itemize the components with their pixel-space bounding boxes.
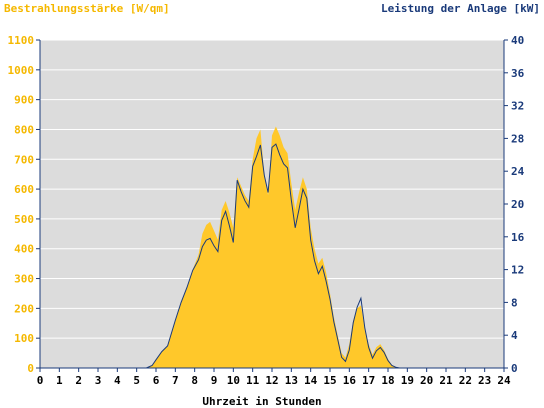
x-tick-label: 15 xyxy=(323,374,336,387)
left-tick-label: 500 xyxy=(14,213,34,226)
left-tick-label: 900 xyxy=(14,94,34,107)
x-tick-label: 2 xyxy=(75,374,82,387)
x-tick-label: 14 xyxy=(304,374,318,387)
left-tick-label: 1000 xyxy=(8,64,35,77)
right-tick-label: 16 xyxy=(511,231,525,244)
x-tick-label: 10 xyxy=(227,374,240,387)
x-tick-label: 21 xyxy=(439,374,453,387)
right-tick-label: 36 xyxy=(511,67,525,80)
right-tick-label: 28 xyxy=(511,132,524,145)
x-tick-label: 1 xyxy=(56,374,63,387)
left-tick-label: 700 xyxy=(14,153,34,166)
x-tick-label: 19 xyxy=(401,374,414,387)
right-tick-label: 8 xyxy=(511,296,518,309)
x-tick-label: 6 xyxy=(153,374,160,387)
x-tick-label: 17 xyxy=(362,374,375,387)
right-tick-label: 40 xyxy=(511,34,524,47)
axes xyxy=(36,39,508,372)
x-tick-label: 5 xyxy=(133,374,140,387)
left-tick-label: 100 xyxy=(14,332,34,345)
x-tick-label: 13 xyxy=(285,374,298,387)
x-tick-label: 20 xyxy=(420,374,433,387)
right-tick-label: 20 xyxy=(511,198,524,211)
tick-labels: 0100200300400500600700800900100011000481… xyxy=(8,34,525,387)
power-line xyxy=(40,143,504,369)
x-tick-label: 12 xyxy=(265,374,278,387)
power-layer xyxy=(40,143,504,369)
right-tick-label: 24 xyxy=(511,165,525,178)
x-tick-label: 22 xyxy=(459,374,472,387)
left-tick-label: 600 xyxy=(14,183,34,196)
left-tick-label: 800 xyxy=(14,123,34,136)
right-axis-title: Leistung der Anlage [kW] xyxy=(381,2,540,15)
x-tick-label: 3 xyxy=(95,374,102,387)
x-tick-label: 7 xyxy=(172,374,179,387)
left-tick-label: 400 xyxy=(14,243,34,256)
left-tick-label: 300 xyxy=(14,273,34,286)
irradiance-area xyxy=(40,126,504,368)
left-axis-title: Bestrahlungsstärke [W/qm] xyxy=(4,2,170,15)
right-tick-label: 12 xyxy=(511,264,524,277)
x-axis-title: Uhrzeit in Stunden xyxy=(202,395,321,408)
right-tick-label: 0 xyxy=(511,362,518,375)
left-tick-label: 200 xyxy=(14,302,34,315)
x-tick-label: 8 xyxy=(191,374,198,387)
x-tick-label: 11 xyxy=(246,374,260,387)
x-tick-label: 9 xyxy=(211,374,218,387)
irradiance-layer xyxy=(40,126,504,368)
x-tick-label: 24 xyxy=(497,374,511,387)
x-tick-label: 4 xyxy=(114,374,121,387)
x-tick-label: 16 xyxy=(343,374,357,387)
x-tick-label: 0 xyxy=(37,374,44,387)
right-tick-label: 32 xyxy=(511,100,524,113)
x-tick-label: 23 xyxy=(478,374,491,387)
left-tick-label: 0 xyxy=(27,362,34,375)
right-tick-label: 4 xyxy=(511,329,518,342)
left-tick-label: 1100 xyxy=(8,34,35,47)
x-tick-label: 18 xyxy=(381,374,394,387)
